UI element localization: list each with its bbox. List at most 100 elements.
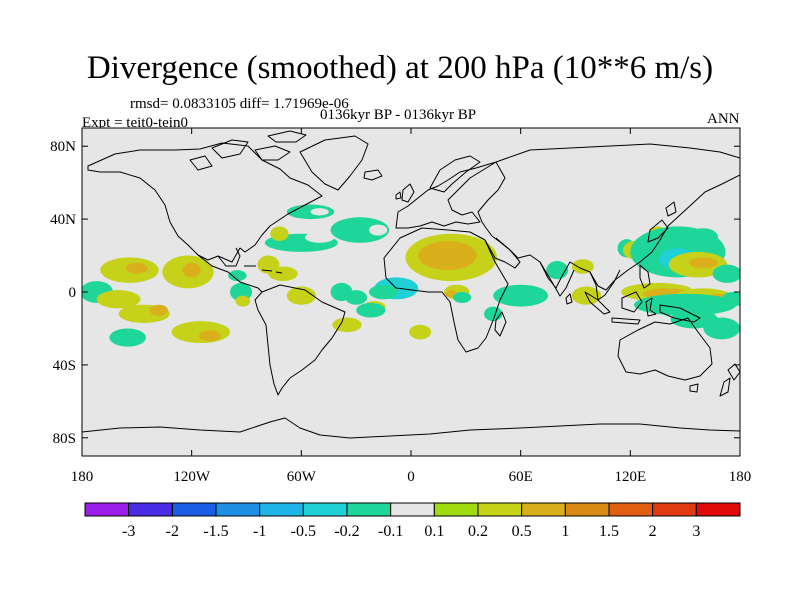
- coastline-sulawesi: [645, 297, 657, 317]
- colorbar-box-5: [259, 502, 304, 517]
- anomaly-region-50: [712, 264, 740, 283]
- anomaly-region-18: [304, 231, 335, 243]
- colorbar-box-13: [608, 502, 654, 517]
- coastline-india: [539, 261, 575, 297]
- colorbar-box-2: [128, 502, 173, 517]
- colorbar-box-15: [695, 502, 741, 517]
- anomaly-region-24: [332, 317, 362, 333]
- anomaly-region-10: [198, 330, 221, 342]
- coastline-arctic-islands: [189, 130, 307, 171]
- y-tick-label-3: 40S: [53, 358, 76, 374]
- coastline-north-america: [87, 142, 323, 263]
- colorbar-box-12: [564, 502, 610, 517]
- coastline-philippines: [639, 264, 651, 289]
- anomaly-region-29: [368, 284, 399, 300]
- coastline-greenland: [299, 135, 369, 191]
- x-tick-label-3: 0: [407, 469, 415, 485]
- x-tick-label-4: 60E: [509, 469, 533, 485]
- anomaly-region-49: [688, 257, 719, 269]
- anomaly-region-16: [268, 266, 298, 282]
- colorbar-label-2: -2: [166, 523, 179, 540]
- anomaly-region-21: [310, 208, 329, 216]
- colorbar-box-3: [171, 502, 217, 517]
- colorbar-label-8: 0.1: [424, 523, 444, 540]
- divergence-field: [82, 204, 740, 347]
- anomaly-region-60: [703, 317, 740, 340]
- x-tick-label-1: 120W: [173, 469, 211, 485]
- coastline-australia: [617, 317, 713, 381]
- coastline-asia: [477, 143, 740, 291]
- period-subtitle: 0136kyr BP - 0136kyr BP: [320, 107, 477, 123]
- anomaly-region-4: [182, 262, 201, 278]
- coastline-antarctica: [82, 417, 740, 439]
- y-tick-label-4: 80S: [53, 431, 76, 447]
- anomaly-region-14: [228, 270, 247, 282]
- coastline-scandinavia: [429, 155, 481, 193]
- colorbar-label-1: -3: [122, 523, 135, 540]
- coastline-britain: [395, 183, 415, 203]
- x-tick-label-6: 180: [729, 469, 752, 485]
- anomaly-region-22: [286, 286, 316, 305]
- anomaly-region-31: [356, 302, 386, 318]
- x-tick-label-2: 60W: [287, 469, 317, 485]
- coastline-europe: [395, 161, 497, 229]
- coastline-caribbean: [244, 265, 283, 274]
- coastline-new-zealand: [719, 363, 740, 397]
- colorbar-box-14: [652, 502, 697, 517]
- coastline-new-guinea: [659, 304, 701, 323]
- colorbar-box-7: [346, 502, 392, 517]
- anomaly-region-33: [418, 240, 477, 271]
- coastline-indochina: [589, 269, 621, 301]
- colorbar-box-6: [302, 502, 348, 517]
- colorbar-box-1: [84, 502, 130, 517]
- experiment-subtitle: Expt = teit0-tein0: [82, 115, 188, 131]
- anomaly-region-36: [453, 292, 472, 303]
- coastline-sumatra: [584, 291, 611, 315]
- anomaly-region-8: [149, 304, 168, 316]
- colorbar-box-8: [390, 502, 435, 517]
- axis-tick-labels: 180 120W 60W 0 60E 120E 180 80N 40N 0 40S 80S: [50, 139, 751, 485]
- coastline-africa: [383, 227, 509, 353]
- anomaly-region-37: [409, 324, 432, 340]
- colorbar-label-6: -0.2: [334, 523, 359, 540]
- y-tick-label-2: 0: [69, 285, 77, 301]
- x-tick-label-0: 180: [71, 469, 94, 485]
- anomaly-region-6: [96, 290, 141, 309]
- anomaly-region-26: [330, 217, 390, 243]
- season-subtitle: ANN: [707, 111, 740, 127]
- colorbar-label-9: 0.2: [468, 523, 488, 540]
- coastline-borneo: [621, 291, 643, 313]
- colorbar-label-7: -0.1: [378, 523, 403, 540]
- y-tick-label-1: 40N: [50, 212, 76, 228]
- coastline-japan: [647, 201, 677, 243]
- colorbar-label-5: -0.5: [291, 523, 316, 540]
- coastline-java: [611, 317, 641, 325]
- coastline-red-sea: [484, 237, 521, 269]
- colorbar-label-10: 0.5: [512, 523, 532, 540]
- colorbar-label-3: -1.5: [203, 523, 228, 540]
- anomaly-region-19: [270, 226, 289, 241]
- colorbar-label-14: 3: [692, 523, 700, 540]
- colorbar-label-12: 1.5: [599, 523, 619, 540]
- chart-title: Divergence (smoothed) at 200 hPa (10**6 …: [86, 50, 714, 86]
- coastline-gulf: [217, 247, 241, 267]
- x-tick-label-5: 120E: [614, 469, 646, 485]
- colorbar: -3 -2 -1.5 -1 -0.5 -0.2 -0.1 0.1 0.2 0.5 1 1.5 2 3: [84, 502, 741, 540]
- anomaly-region-2: [125, 262, 148, 274]
- colorbar-label-13: 2: [649, 523, 657, 540]
- coastline-central-america: [197, 254, 263, 293]
- coastline-tasmania: [689, 383, 699, 393]
- anomaly-region-11: [109, 328, 146, 347]
- anomaly-region-9: [171, 321, 231, 344]
- anomaly-region-39: [493, 284, 549, 307]
- coastline-madagascar: [494, 311, 507, 337]
- anomaly-region-30: [345, 290, 368, 305]
- anomaly-region-41: [571, 259, 594, 274]
- colorbar-box-11: [521, 502, 566, 517]
- colorbar-box-9: [433, 502, 479, 517]
- axis-ticks: [81, 128, 741, 456]
- colorbar-label-11: 1: [561, 523, 569, 540]
- colorbar-label-4: -1: [253, 523, 266, 540]
- colorbar-box-4: [215, 502, 261, 517]
